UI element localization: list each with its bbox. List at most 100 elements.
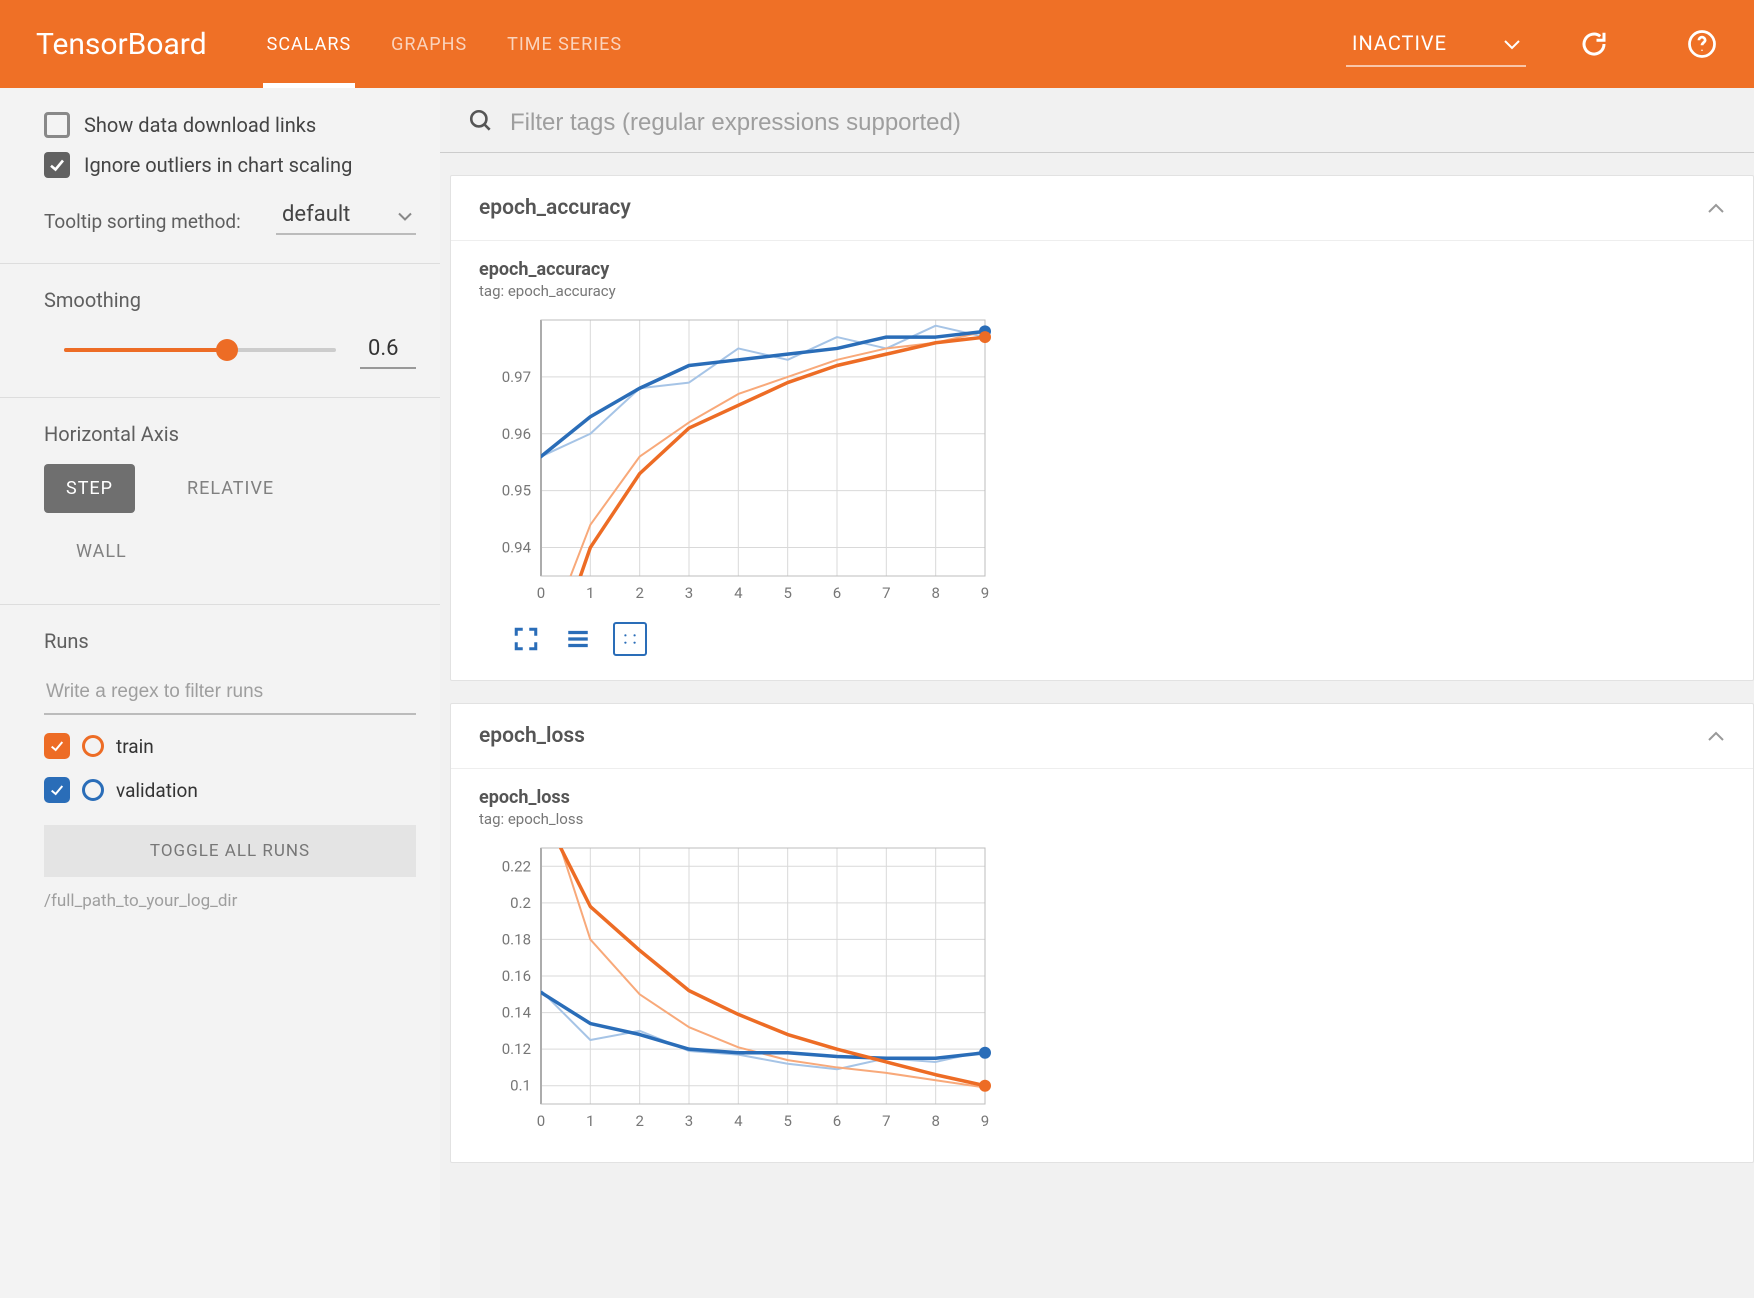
card-body: epoch_accuracy tag: epoch_accuracy 0 1 2 3 4 5 6… [451,241,1753,680]
checkbox-icon [44,112,70,138]
svg-text:0.94: 0.94 [502,539,532,557]
svg-text:9: 9 [981,1112,989,1130]
runs-label: Runs [44,629,416,653]
caret-down-icon [1504,31,1520,55]
svg-text:0.96: 0.96 [502,425,531,443]
svg-text:4: 4 [734,1112,743,1130]
smoothing-label: Smoothing [44,288,416,312]
tab-graphs[interactable]: GRAPHS [391,0,467,88]
svg-text:0: 0 [537,1112,545,1130]
show-download-links-checkbox[interactable]: Show data download links [44,112,416,138]
chart-subtitle: tag: epoch_accuracy [479,282,1725,300]
svg-text:3: 3 [685,584,693,602]
card-header[interactable]: epoch_loss [451,704,1753,769]
toggle-all-runs-button[interactable]: TOGGLE ALL RUNS [44,825,416,877]
run-row-train[interactable]: train [44,733,416,759]
svg-text:7: 7 [882,584,890,602]
brand-title: TensorBoard [36,27,207,62]
svg-text:5: 5 [783,584,791,602]
smoothing-slider[interactable] [64,338,336,362]
tooltip-sort-select[interactable]: default [276,196,416,235]
axis-tab-wall[interactable]: WALL [54,527,149,576]
svg-text:9: 9 [981,584,989,602]
run-row-validation[interactable]: validation [44,777,416,803]
svg-text:1: 1 [586,1112,594,1130]
svg-text:0.18: 0.18 [502,930,531,948]
chart-title: epoch_accuracy [479,259,1725,280]
inactive-label: INACTIVE [1352,31,1447,55]
svg-text:0.14: 0.14 [502,1004,532,1022]
chart-toolbar [509,622,1725,656]
svg-text:6: 6 [833,584,841,602]
horizontal-axis-tabs: STEP RELATIVE WALL [44,464,416,576]
svg-text:0.95: 0.95 [502,482,531,500]
chart-svg: 0 1 2 3 4 5 6 7 8 9 0.94 0.95 0.96 0.97 [479,310,999,610]
card-epoch_loss: epoch_loss epoch_loss tag: epoch_loss 0 1 2 3 4… [450,703,1754,1163]
svg-text:2: 2 [635,584,643,602]
card-header[interactable]: epoch_accuracy [451,176,1753,241]
axis-tab-relative[interactable]: RELATIVE [165,464,296,513]
expand-icon[interactable] [509,622,543,656]
card-title: epoch_accuracy [479,196,631,220]
svg-text:0.1: 0.1 [510,1077,531,1095]
search-icon [468,108,494,138]
tag-filter-input[interactable] [508,108,1726,138]
chart-title: epoch_loss [479,787,1725,808]
svg-text:7: 7 [882,1112,890,1130]
list-icon[interactable] [561,622,595,656]
svg-text:0.97: 0.97 [502,368,531,386]
checkbox-icon [44,152,70,178]
card-body: epoch_loss tag: epoch_loss 0 1 2 3 4 5 6 7 8 9 0.1 0.… [451,769,1753,1162]
tag-filter-bar [440,88,1754,153]
chevron-up-icon [1707,724,1725,748]
app-header: TensorBoard SCALARS GRAPHS TIME SERIES I… [0,0,1754,88]
card-epoch_accuracy: epoch_accuracy epoch_accuracy tag: epoch_a… [450,175,1754,681]
svg-text:3: 3 [685,1112,693,1130]
tab-scalars[interactable]: SCALARS [267,0,352,88]
help-icon[interactable] [1686,28,1718,60]
chevron-up-icon [1707,196,1725,220]
axis-tab-step[interactable]: STEP [44,464,135,513]
tooltip-sort-value: default [282,202,350,227]
run-checkbox[interactable] [44,777,70,803]
logdir-path: /full_path_to_your_log_dir [44,891,416,911]
ignore-outliers-label: Ignore outliers in chart scaling [84,153,352,177]
sidebar: Show data download links Ignore outliers… [0,88,440,1298]
svg-text:5: 5 [783,1112,791,1130]
runs-filter-input[interactable] [44,671,416,715]
svg-text:0.12: 0.12 [502,1040,531,1058]
reload-icon[interactable] [1578,28,1610,60]
chart-area[interactable]: 0 1 2 3 4 5 6 7 8 9 0.1 0.12 0.14 0.16 0.18 0.2 0.22 [479,838,1725,1138]
run-name-label: train [116,735,154,758]
show-download-links-label: Show data download links [84,113,316,137]
svg-text:0.16: 0.16 [502,967,531,985]
svg-text:8: 8 [931,584,939,602]
svg-text:0: 0 [537,584,545,602]
horizontal-axis-label: Horizontal Axis [44,422,416,446]
ignore-outliers-checkbox[interactable]: Ignore outliers in chart scaling [44,152,416,178]
header-tabs: SCALARS GRAPHS TIME SERIES [267,0,622,88]
chart-area[interactable]: 0 1 2 3 4 5 6 7 8 9 0.94 0.95 0.96 0.97 [479,310,1725,610]
card-title: epoch_loss [479,724,585,748]
run-checkbox[interactable] [44,733,70,759]
run-color-icon [82,735,104,757]
chart-subtitle: tag: epoch_loss [479,810,1725,828]
svg-text:2: 2 [635,1112,643,1130]
run-name-label: validation [116,779,198,802]
run-color-icon [82,779,104,801]
svg-text:0.2: 0.2 [510,894,531,912]
smoothing-value[interactable]: 0.6 [360,330,416,369]
chart-svg: 0 1 2 3 4 5 6 7 8 9 0.1 0.12 0.14 0.16 0.18 0.2 0.22 [479,838,999,1138]
caret-down-icon [398,202,412,227]
fit-icon[interactable] [613,622,647,656]
svg-text:1: 1 [586,584,594,602]
svg-text:0.22: 0.22 [502,857,531,875]
svg-text:4: 4 [734,584,743,602]
tab-time-series[interactable]: TIME SERIES [507,0,622,88]
settings-icon[interactable] [1632,28,1664,60]
svg-text:8: 8 [931,1112,939,1130]
main-content: epoch_accuracy epoch_accuracy tag: epoch_a… [440,88,1754,1298]
svg-text:6: 6 [833,1112,841,1130]
tooltip-sort-label: Tooltip sorting method: [44,210,241,235]
inactive-plugin-select[interactable]: INACTIVE [1346,21,1526,67]
